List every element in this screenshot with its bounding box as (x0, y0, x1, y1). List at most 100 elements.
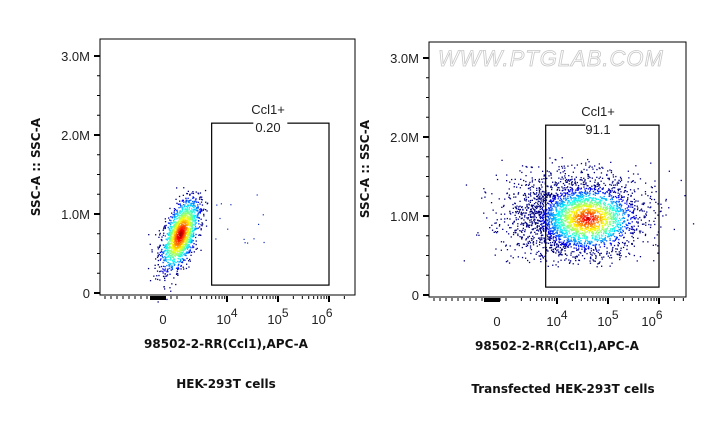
event-dot (574, 199, 576, 201)
event-dot (557, 226, 559, 228)
event-dot (542, 217, 544, 220)
event-dot (552, 241, 554, 244)
event-dot (166, 270, 168, 272)
event-dot (615, 210, 617, 212)
event-dot (526, 206, 528, 208)
event-dot (596, 218, 598, 220)
event-dot (590, 204, 592, 207)
event-dot (528, 204, 530, 206)
event-dot (179, 232, 181, 235)
event-dot (540, 197, 543, 199)
event-dot (160, 270, 162, 272)
event-dot (526, 223, 528, 225)
event-dot (660, 226, 662, 228)
y-tick-label: 3.0M (390, 51, 419, 66)
event-dot (551, 193, 553, 196)
event-dot (636, 208, 639, 211)
event-dot (605, 220, 607, 223)
event-dot (198, 211, 200, 214)
event-dot (594, 226, 597, 229)
event-dot (182, 245, 184, 247)
event-dot (632, 206, 634, 208)
event-dot (574, 214, 576, 217)
event-dot (522, 212, 525, 214)
event-dot (527, 259, 529, 262)
event-dot (639, 178, 642, 180)
event-dot (191, 223, 193, 225)
event-dot (599, 254, 601, 256)
event-dot (199, 212, 201, 214)
event-dot (610, 161, 612, 163)
event-dot (182, 213, 184, 215)
event-dot (181, 200, 183, 202)
event-dot (194, 209, 196, 211)
event-dot (191, 216, 193, 218)
event-dot (619, 176, 622, 178)
event-dot (175, 237, 177, 239)
event-dot (635, 214, 637, 217)
event-dot (182, 216, 184, 219)
event-dot (562, 243, 564, 245)
event-dot (577, 195, 579, 197)
event-dot (631, 201, 633, 203)
event-dot (601, 213, 604, 215)
event-dot (609, 208, 612, 210)
event-dot (561, 202, 564, 204)
event-dot (173, 234, 176, 236)
event-dot (541, 224, 543, 226)
event-dot (594, 165, 596, 167)
event-dot (633, 240, 635, 242)
event-dot (581, 201, 583, 204)
event-dot (583, 235, 585, 237)
event-dot (591, 254, 593, 256)
event-dot (170, 254, 172, 257)
event-dot (583, 197, 585, 199)
event-dot (549, 194, 552, 197)
event-dot (173, 261, 175, 263)
event-dot (525, 257, 527, 259)
event-dot (629, 232, 632, 234)
event-dot (581, 229, 583, 231)
event-dot (520, 223, 522, 226)
event-dot (192, 191, 194, 193)
event-dot (179, 250, 181, 252)
event-dot (534, 179, 536, 181)
event-dot (183, 215, 185, 217)
event-dot (171, 256, 173, 258)
event-dot (645, 224, 647, 226)
event-dot (583, 218, 586, 220)
event-dot (594, 227, 596, 229)
event-dot (179, 253, 181, 255)
event-dot (569, 219, 572, 221)
event-dot (542, 216, 544, 219)
event-dot (597, 212, 599, 214)
event-dot (585, 187, 588, 190)
event-dot (179, 218, 181, 220)
event-dot (200, 198, 203, 200)
event-dot (541, 234, 543, 236)
event-dot (601, 166, 603, 168)
event-dot (607, 234, 610, 236)
event-dot (579, 241, 581, 243)
event-dot (584, 200, 586, 202)
event-dot (580, 193, 582, 195)
event-dot (598, 234, 600, 236)
event-dot (178, 244, 180, 246)
event-dot (176, 272, 178, 275)
event-dot (611, 197, 613, 200)
event-dot (543, 199, 546, 201)
event-dot (623, 242, 625, 245)
event-dot (570, 225, 572, 227)
event-dot (195, 210, 198, 212)
event-dot (151, 251, 153, 253)
event-dot (513, 220, 515, 222)
event-dot (580, 187, 582, 189)
event-dot (489, 227, 491, 229)
event-dot (575, 205, 577, 207)
event-dot (624, 232, 626, 234)
event-dot (550, 245, 553, 247)
event-dot (567, 240, 569, 242)
event-dot (538, 255, 540, 257)
event-dot (180, 217, 182, 219)
event-dot (184, 208, 186, 210)
